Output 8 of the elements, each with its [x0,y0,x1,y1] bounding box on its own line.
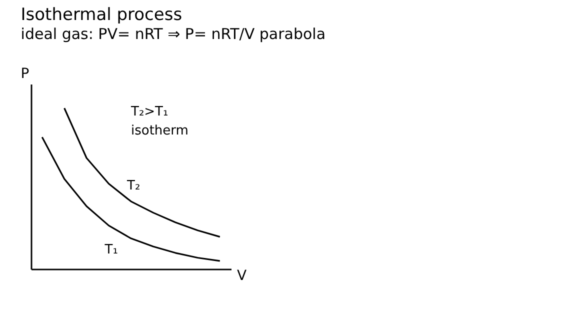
annotation: isotherm [131,124,188,139]
x-axis-title: V [237,268,247,284]
annotation: T₂>T₁ [130,104,168,120]
series-label: T₂ [126,178,140,194]
y-axis-title: P [20,66,30,82]
series-label: T₁ [104,242,118,258]
chart-subtitle: ideal gas: PV= nRT ⇒ P= nRT/V parabola [20,25,326,43]
chart-title: Isothermal process [20,5,182,25]
